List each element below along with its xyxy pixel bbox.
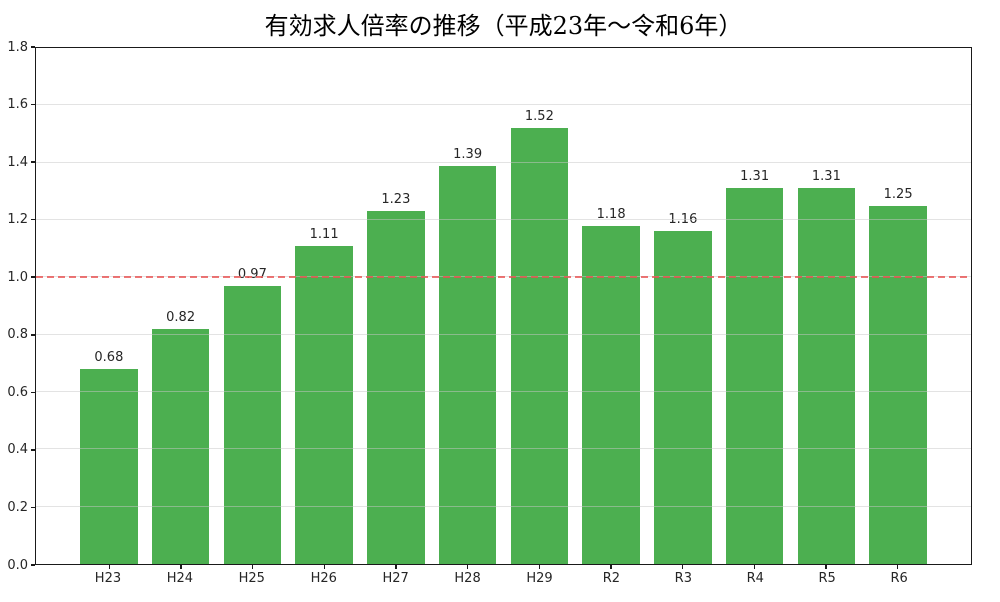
bar-value-label-H26: 1.11 [309,226,339,242]
y-tick-label-1.6: 1.6 [7,97,28,113]
y-tick-mark [31,46,35,48]
x-tick-label-H26: H26 [310,571,337,586]
bar-value-label-R4: 1.31 [740,169,770,185]
bar-slot-H28: 1.39 [432,48,504,564]
x-tick-label-R2: R2 [602,571,621,586]
x-tick-label-H23: H23 [94,571,122,586]
bar-value-label-H24: 0.82 [166,309,196,325]
y-tick-mark [31,506,35,509]
bar-value-label-R5: 1.31 [811,169,841,185]
bar-H23 [80,369,138,564]
bar-slot-R5: 1.31 [791,48,863,564]
y-tick-mark [31,391,35,394]
y-tick-mark [31,218,35,221]
x-tick-mark [681,565,684,569]
y-tick-mark [31,103,35,106]
y-tick-mark [31,276,35,278]
bar-R3 [654,231,712,564]
x-tick-label-H25: H25 [238,571,265,586]
y-tick-label-1.4: 1.4 [7,154,28,170]
y-tick-label-0.6: 0.6 [7,384,28,400]
x-tick-label-R3: R3 [674,571,692,586]
bar-slot-H27: 1.23 [360,48,432,564]
x-tick-mark [323,565,326,569]
bar-value-label-R2: 1.18 [596,206,626,222]
bar-R2 [582,225,640,564]
bar-H24 [151,328,210,564]
bar-value-label-R6: 1.25 [883,186,913,202]
x-tick-mark [108,565,111,569]
bars-layer: 0.68 0.82 0.97 1.11 1.23 1.39 1.52 1.18 1.16 1.31… [36,48,971,564]
gridline [36,505,971,507]
bar-H29 [510,128,569,564]
y-tick-label-0.8: 0.8 [7,327,28,343]
y-tick-label-1.2: 1.2 [7,212,28,228]
gridline [36,161,971,163]
x-tick-label-H28: H28 [454,571,481,586]
y-tick-label-0.0: 0.0 [7,557,28,573]
x-tick-mark [753,565,756,569]
bar-H27 [367,211,425,564]
bar-R4 [725,188,784,564]
y-tick-label-0.4: 0.4 [7,442,28,458]
bar-slot-H23: 0.68 [73,48,145,564]
bar-value-label-H23: 0.68 [94,350,124,366]
x-axis-labels: H23 H24 H25 H26 H27 H28 H29 R2 R3 R4 R5 R6 [35,571,972,587]
y-tick-label-1.0: 1.0 [7,269,28,285]
bar-value-label-H27: 1.23 [381,192,411,208]
gridline [36,448,971,450]
plot-area: 0.68 0.82 0.97 1.11 1.23 1.39 1.52 1.18 1.16 1.31… [35,47,972,565]
reference-line-1.0 [36,276,971,279]
x-tick-label-H24: H24 [166,571,194,586]
gridline [36,104,971,106]
x-tick-mark [538,565,541,569]
x-tick-mark [466,565,469,569]
bar-value-label-H28: 1.39 [453,146,483,162]
gridline [36,333,971,335]
x-tick-mark [180,565,182,569]
x-tick-mark [251,565,254,569]
bar-slot-R3: 1.16 [647,48,719,564]
bar-slot-R4: 1.31 [719,48,791,564]
x-tick-label-R6: R6 [890,571,908,586]
bar-R5 [797,188,856,564]
x-tick-label-R5: R5 [818,571,836,586]
bar-value-label-H29: 1.52 [524,109,554,125]
bar-H28 [438,165,497,564]
x-tick-mark [395,565,397,569]
y-tick-mark [31,334,35,336]
y-tick-mark [31,161,35,163]
x-tick-mark [610,565,612,569]
bar-value-label-H25: 0.97 [237,266,267,282]
bar-slot-R6: 1.25 [862,48,934,564]
bar-slot-H29: 1.52 [504,48,576,564]
x-tick-label-H27: H27 [382,571,409,586]
x-tick-label-H29: H29 [526,571,553,586]
bar-slot-H24: 0.82 [145,48,217,564]
bar-H26 [295,245,353,564]
y-tick-label-1.8: 1.8 [7,39,28,55]
chart-title: 有効求人倍率の推移（平成23年～令和6年） [264,12,743,40]
bar-R6 [869,205,927,564]
y-tick-mark [31,564,35,566]
x-tick-label-R4: R4 [746,571,764,586]
bar-H25 [223,285,282,564]
y-tick-label-0.2: 0.2 [7,499,28,515]
x-tick-mark [825,565,827,569]
y-tick-mark [31,449,35,451]
x-tick-mark [896,565,899,569]
gridline [36,391,971,392]
gridline [36,219,971,220]
bar-slot-H25: 0.97 [217,48,289,564]
bar-slot-R2: 1.18 [575,48,647,564]
bar-slot-H26: 1.11 [288,48,360,564]
